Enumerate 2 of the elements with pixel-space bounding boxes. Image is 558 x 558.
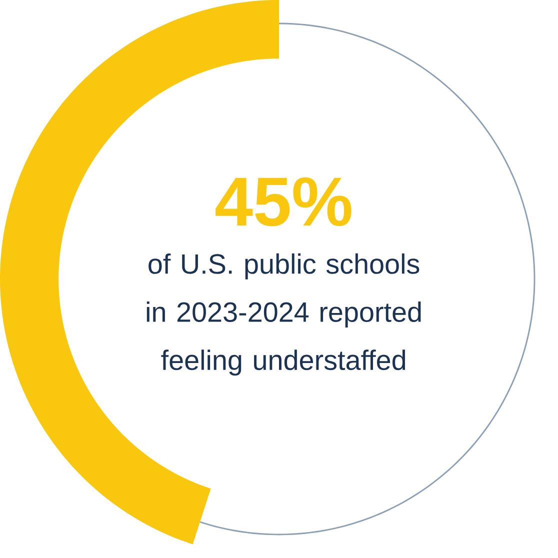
data-label: 45% — [216, 177, 352, 226]
text: of U.S. public schools in 2023-2024 reported feeling understaffed — [146, 253, 421, 376]
